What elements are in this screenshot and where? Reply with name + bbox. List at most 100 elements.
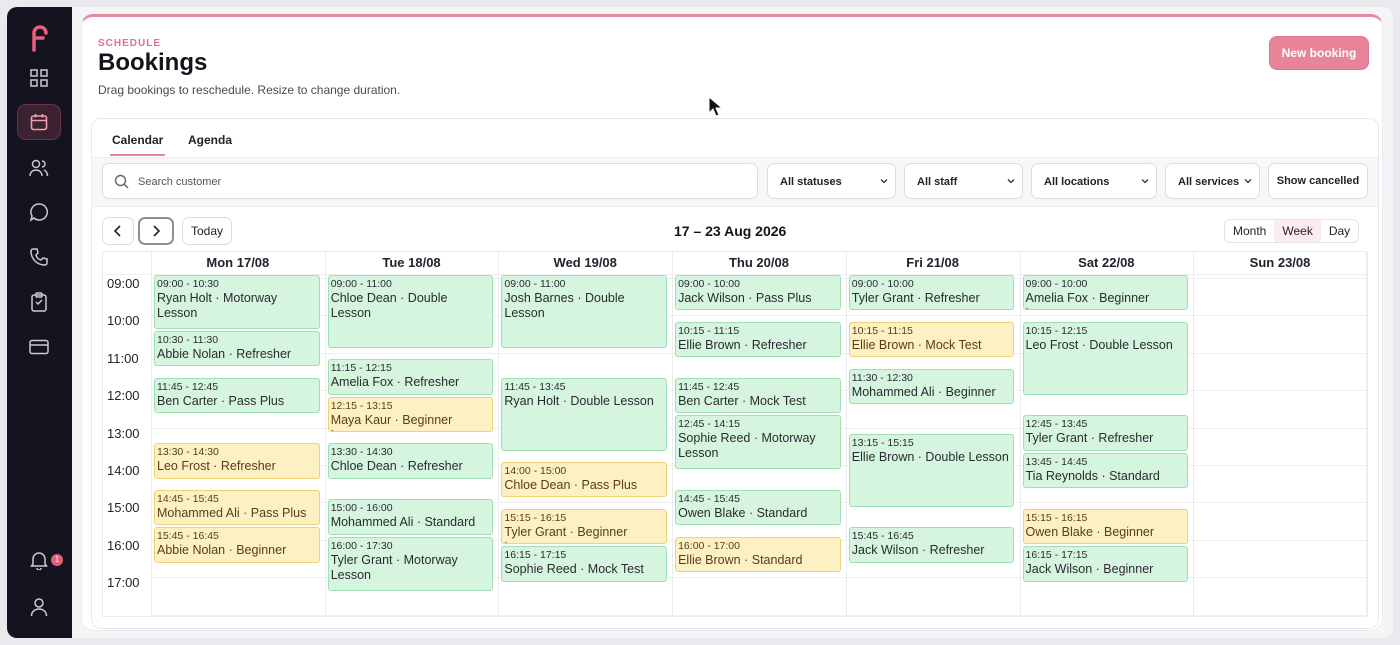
booking-event[interactable]: 11:45 - 13:45 Ryan Holt · Double Lesson xyxy=(501,377,668,451)
booking-title: Mohammed Ali · Pass Plus xyxy=(157,506,307,521)
booking-event[interactable]: 10:30 - 11:30 Abbie Nolan · Refresher xyxy=(154,331,320,367)
new-booking-button[interactable]: New booking xyxy=(1269,36,1369,70)
tab-calendar[interactable]: Calendar xyxy=(109,133,166,156)
booking-event[interactable]: 12:45 - 14:15 Sophie Reed · Motorway Less… xyxy=(675,415,841,470)
booking-event[interactable]: 15:15 - 16:15 Owen Blake · Beginner xyxy=(1022,508,1189,545)
phone-icon[interactable] xyxy=(26,244,52,270)
booking-event[interactable]: 09:00 - 11:00 Josh Barnes · Double Lesson xyxy=(501,275,668,348)
booking-event[interactable]: 15:45 - 16:45 Abbie Nolan · Beginner xyxy=(154,527,320,563)
booking-title: Tyler Grant · Refresher xyxy=(851,291,980,305)
booking-time: 09:00 - 10:00 xyxy=(678,278,740,290)
profile-icon[interactable] xyxy=(26,594,52,620)
day-divider xyxy=(845,252,847,616)
booking-title: Jack Wilson · Refresher xyxy=(851,543,985,558)
booking-event[interactable]: 09:00 - 11:00 Chloe Dean · Double Lesson xyxy=(327,275,494,348)
hour-label: 12:00 xyxy=(107,388,140,404)
status-select-value: All statuses xyxy=(780,176,842,188)
booking-time: 11:45 - 12:45 xyxy=(678,380,740,393)
booking-event[interactable]: 15:00 - 16:00 Mohammed Ali · Standard xyxy=(327,499,494,535)
booking-event[interactable]: 14:00 - 15:00 Chloe Dean · Pass Plus xyxy=(501,462,668,498)
status-select[interactable]: All statuses xyxy=(767,163,896,199)
tab-agenda[interactable]: Agenda xyxy=(188,133,233,147)
booking-time: 15:45 - 16:45 xyxy=(157,530,219,543)
booking-event[interactable]: 09:00 - 10:30 Ryan Holt · Motorway Lesson xyxy=(154,275,320,330)
booking-event[interactable]: 16:00 - 17:30 Tyler Grant · Motorway Less… xyxy=(327,536,494,591)
booking-time: 15:45 - 16:45 xyxy=(851,530,914,543)
search-input[interactable]: Search customer xyxy=(138,176,222,188)
clipboard-icon[interactable] xyxy=(26,289,52,315)
booking-time: 14:00 - 15:00 xyxy=(504,465,567,477)
booking-event[interactable]: 13:15 - 15:15 Ellie Brown · Double Lesson xyxy=(848,433,1015,507)
booking-time: 13:30 - 14:30 xyxy=(157,446,219,459)
booking-title: Ben Carter · Mock Test xyxy=(678,393,806,408)
view-week-button[interactable]: Week xyxy=(1274,220,1321,242)
view-day-button[interactable]: Day xyxy=(1320,220,1359,242)
booking-title: Tyler Grant · Motorway Lesson xyxy=(330,552,458,582)
booking-event[interactable]: 11:45 - 12:45 Ben Carter · Mock Test xyxy=(675,377,841,414)
hour-line xyxy=(151,577,1366,579)
show-cancelled-button[interactable]: Show cancelled xyxy=(1268,163,1368,199)
next-week-button[interactable] xyxy=(138,217,174,245)
booking-title: Josh Barnes · Double Lesson xyxy=(504,291,625,320)
booking-title: Jack Wilson · Beginner xyxy=(1025,562,1154,577)
booking-event[interactable]: 14:45 - 15:45 Mohammed Ali · Pass Plus xyxy=(154,490,320,526)
today-button[interactable]: Today xyxy=(182,217,232,245)
booking-event[interactable]: 16:00 - 17:00 Ellie Brown · Standard xyxy=(675,536,841,573)
day-divider xyxy=(498,252,500,616)
chevron-down-icon xyxy=(1141,179,1149,184)
calendar-icon[interactable] xyxy=(17,104,61,140)
booking-time: 09:00 - 11:00 xyxy=(330,278,392,290)
booking-event[interactable]: 10:15 - 11:15 Ellie Brown · Refresher xyxy=(675,321,841,358)
hour-label: 15:00 xyxy=(107,500,140,516)
booking-title: Chloe Dean · Refresher xyxy=(330,459,463,474)
booking-time: 13:30 - 14:30 xyxy=(330,446,393,459)
booking-title: Tyler Grant · Beginner Lesson xyxy=(504,524,628,543)
booking-time: 09:00 - 10:00 xyxy=(851,278,914,290)
search-box[interactable]: Search customer xyxy=(102,163,758,199)
booking-time: 09:00 - 10:30 xyxy=(157,278,219,290)
booking-event[interactable]: 10:15 - 12:15 Leo Frost · Double Lesson xyxy=(1022,321,1189,395)
booking-time: 11:15 - 12:15 xyxy=(330,362,392,375)
booking-title: Sophie Reed · Mock Test xyxy=(504,562,644,577)
booking-event[interactable]: 11:15 - 12:15 Amelia Fox · Refresher xyxy=(327,359,494,395)
view-month-button[interactable]: Month xyxy=(1225,220,1275,242)
app-logo-icon[interactable] xyxy=(30,24,50,52)
booking-event[interactable]: 11:45 - 12:45 Ben Carter · Pass Plus xyxy=(154,377,320,414)
booking-event[interactable]: 14:45 - 15:45 Owen Blake · Standard xyxy=(675,490,841,526)
day-header: Tue 18/08 xyxy=(382,255,441,270)
booking-event[interactable]: 13:45 - 14:45 Tia Reynolds · Standard xyxy=(1022,452,1189,489)
staff-select[interactable]: All staff xyxy=(904,163,1023,199)
dashboard-icon[interactable] xyxy=(26,65,52,91)
booking-event[interactable]: 16:15 - 17:15 Sophie Reed · Mock Test xyxy=(501,546,668,582)
booking-event[interactable]: 09:00 - 10:00 Tyler Grant · Refresher xyxy=(848,275,1015,311)
chat-icon[interactable] xyxy=(26,199,52,225)
booking-event[interactable]: 12:45 - 13:45 Tyler Grant · Refresher xyxy=(1022,415,1189,451)
hour-line xyxy=(151,614,1366,616)
bookings-card: SCHEDULE Bookings Drag bookings to resch… xyxy=(81,14,1383,631)
bell-icon[interactable] xyxy=(26,547,52,573)
booking-event[interactable]: 13:30 - 14:30 Leo Frost · Refresher xyxy=(154,443,320,479)
booking-time: 15:15 - 16:15 xyxy=(504,511,567,524)
booking-time: 09:00 - 10:00 xyxy=(1025,278,1088,290)
users-icon[interactable] xyxy=(26,155,52,181)
location-select[interactable]: All locations xyxy=(1031,163,1157,199)
booking-event[interactable]: 11:30 - 12:30 Mohammed Ali · Beginner xyxy=(848,368,1015,404)
booking-time: 11:45 - 13:45 xyxy=(504,380,566,393)
service-select[interactable]: All services xyxy=(1165,163,1260,199)
booking-event[interactable]: 13:30 - 14:30 Chloe Dean · Refresher xyxy=(327,443,494,479)
booking-event[interactable]: 09:00 - 10:00 Jack Wilson · Pass Plus xyxy=(675,275,841,311)
booking-event[interactable]: 15:45 - 16:45 Jack Wilson · Refresher xyxy=(848,527,1015,563)
booking-time: 14:45 - 15:45 xyxy=(157,493,219,506)
booking-title: Ellie Brown · Refresher xyxy=(678,337,807,352)
booking-title: Amelia Fox · Beginner Lesson xyxy=(1025,291,1150,309)
booking-event[interactable]: 16:15 - 17:15 Jack Wilson · Beginner xyxy=(1022,546,1189,582)
booking-title: Chloe Dean · Double Lesson xyxy=(330,291,448,320)
staff-select-value: All staff xyxy=(917,176,958,188)
card-icon[interactable] xyxy=(26,334,52,360)
booking-time: 16:00 - 17:00 xyxy=(678,539,740,552)
prev-week-button[interactable] xyxy=(102,217,134,245)
booking-event[interactable]: 10:15 - 11:15 Ellie Brown · Mock Test xyxy=(848,321,1015,358)
